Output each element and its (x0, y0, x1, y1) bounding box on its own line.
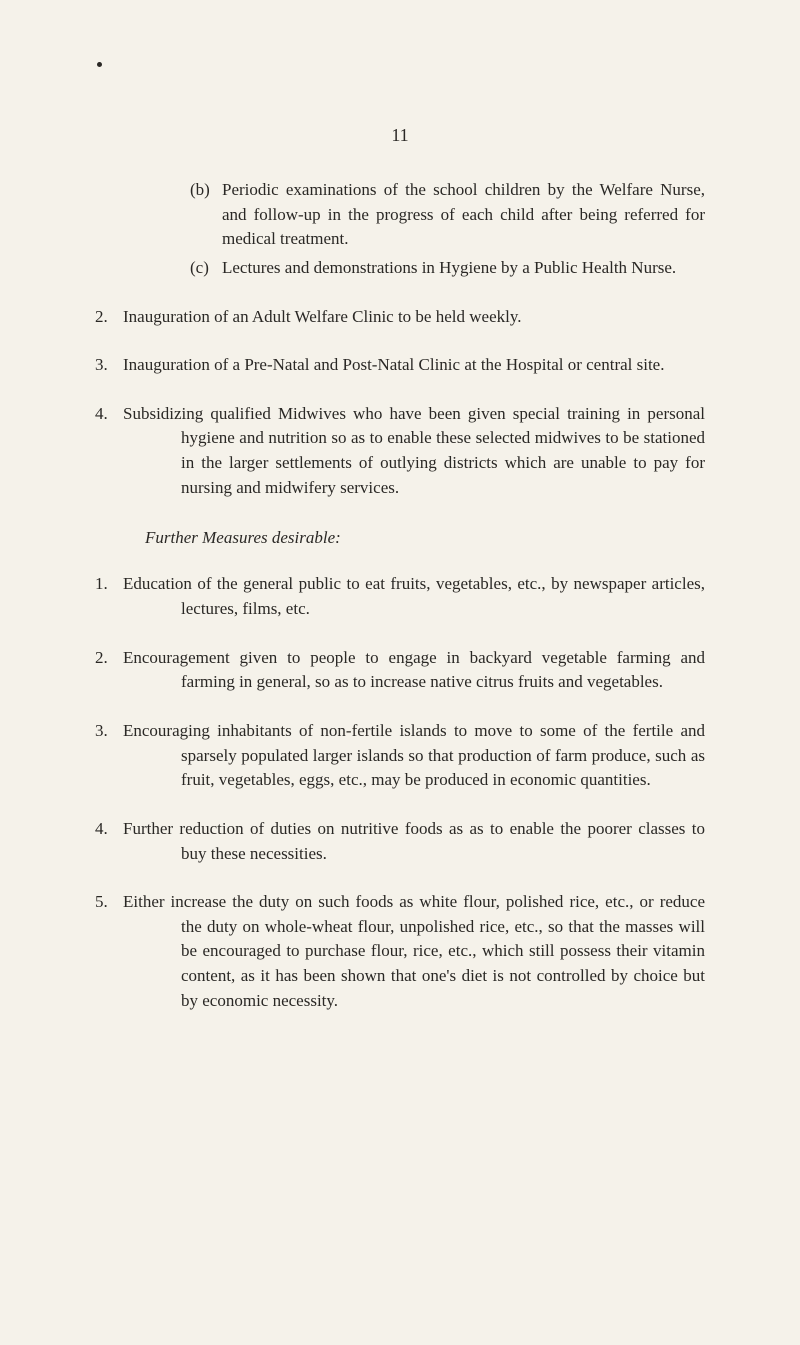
numbered-item-3: 3. Inauguration of a Pre-Natal and Post-… (95, 353, 705, 378)
numbered-item-b1: 1. Education of the general public to ea… (95, 572, 705, 621)
numbered-text: Inauguration of a Pre-Natal and Post-Nat… (123, 353, 705, 378)
numbered-label: 4. (95, 817, 123, 866)
numbered-item-b4: 4. Further reduction of duties on nutrit… (95, 817, 705, 866)
numbered-text: Encouraging inhabitants of non-fertile i… (123, 719, 705, 793)
sub-item-text: Periodic examinations of the school chil… (222, 178, 705, 252)
numbered-label: 5. (95, 890, 123, 1013)
decorative-dot (97, 62, 102, 67)
page-number: 11 (95, 125, 705, 146)
numbered-item-b3: 3. Encouraging inhabitants of non-fertil… (95, 719, 705, 793)
numbered-text: Inauguration of an Adult Welfare Clinic … (123, 305, 705, 330)
numbered-text: Subsidizing qualified Midwives who have … (123, 402, 705, 501)
numbered-item-b5: 5. Either increase the duty on such food… (95, 890, 705, 1013)
sub-item-b: (b) Periodic examinations of the school … (190, 178, 705, 252)
numbered-label: 4. (95, 402, 123, 501)
numbered-label: 3. (95, 353, 123, 378)
numbered-label: 2. (95, 646, 123, 695)
numbered-text: Further reduction of duties on nutritive… (123, 817, 705, 866)
sub-item-text: Lectures and demonstrations in Hygiene b… (222, 256, 705, 281)
numbered-label: 1. (95, 572, 123, 621)
sub-item-label: (c) (190, 256, 222, 281)
numbered-label: 3. (95, 719, 123, 793)
numbered-label: 2. (95, 305, 123, 330)
numbered-item-4: 4. Subsidizing qualified Midwives who ha… (95, 402, 705, 501)
numbered-text: Education of the general public to eat f… (123, 572, 705, 621)
sub-item-label: (b) (190, 178, 222, 252)
numbered-item-b2: 2. Encouragement given to people to enga… (95, 646, 705, 695)
section-heading: Further Measures desirable: (145, 528, 705, 548)
numbered-item-2: 2. Inauguration of an Adult Welfare Clin… (95, 305, 705, 330)
numbered-text: Encouragement given to people to engage … (123, 646, 705, 695)
sub-item-c: (c) Lectures and demonstrations in Hygie… (190, 256, 705, 281)
numbered-text: Either increase the duty on such foods a… (123, 890, 705, 1013)
